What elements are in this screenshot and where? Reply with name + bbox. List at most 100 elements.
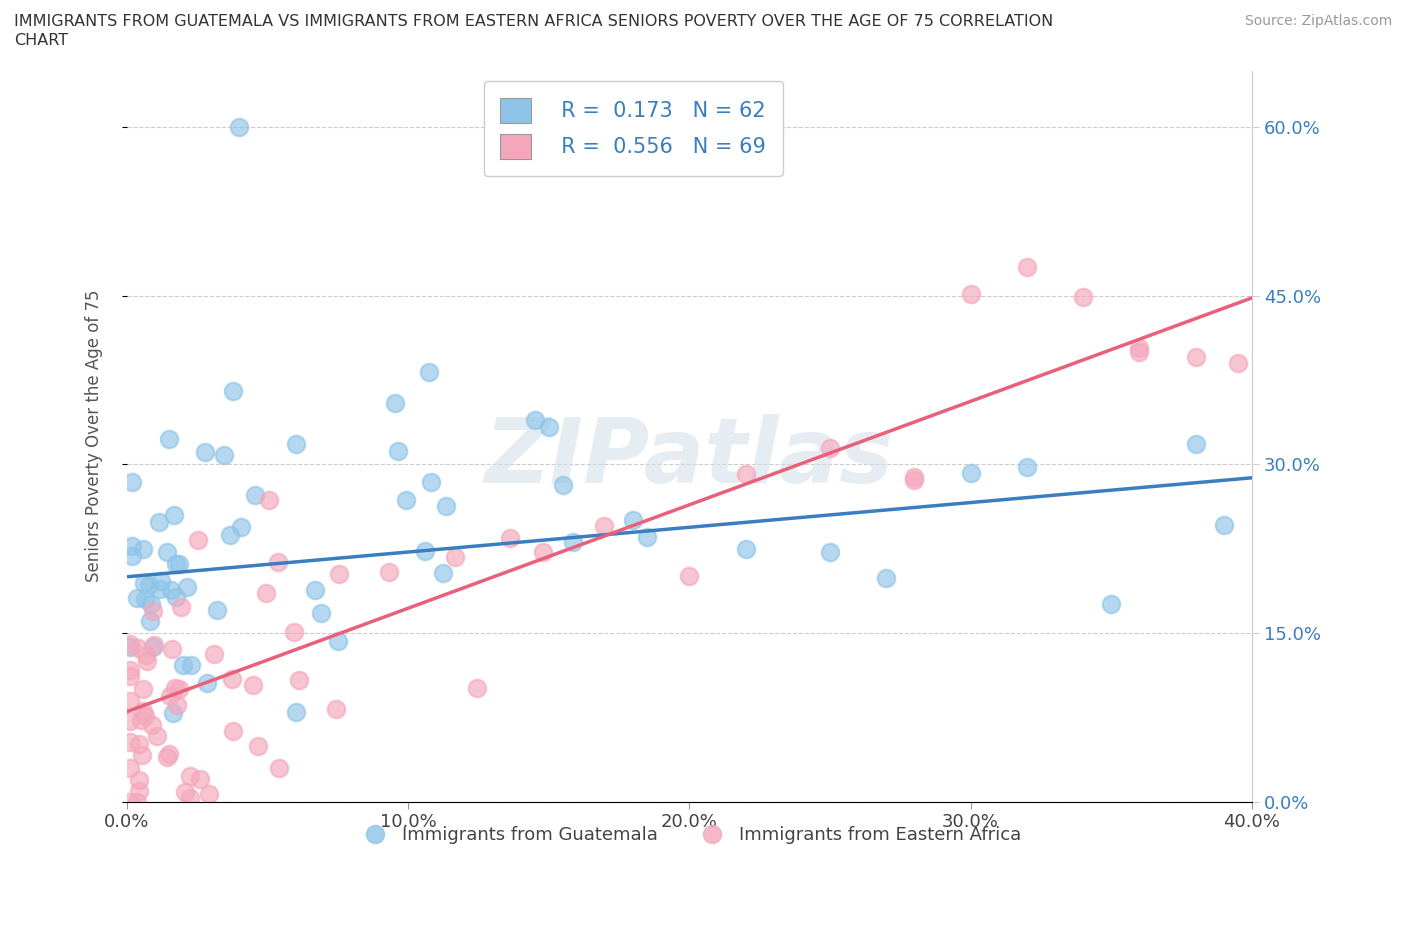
Point xyxy=(139,596,162,611)
Point xyxy=(434,498,457,513)
Point xyxy=(202,647,225,662)
Point xyxy=(132,682,155,697)
Point xyxy=(128,737,150,751)
Point xyxy=(1015,259,1038,274)
Point xyxy=(387,444,409,458)
Text: IMMIGRANTS FROM GUATEMALA VS IMMIGRANTS FROM EASTERN AFRICA SENIORS POVERTY OVER: IMMIGRANTS FROM GUATEMALA VS IMMIGRANTS … xyxy=(14,14,1053,29)
Point xyxy=(132,542,155,557)
Point xyxy=(134,591,156,606)
Point xyxy=(267,554,290,569)
Point xyxy=(418,365,440,379)
Point xyxy=(173,785,195,800)
Point xyxy=(118,713,141,728)
Point xyxy=(128,773,150,788)
Point xyxy=(157,747,180,762)
Point xyxy=(129,713,152,728)
Point xyxy=(593,518,616,533)
Point xyxy=(179,790,201,805)
Point xyxy=(257,492,280,507)
Point xyxy=(328,567,350,582)
Point xyxy=(621,512,644,527)
Point xyxy=(125,591,148,605)
Point xyxy=(326,633,349,648)
Point xyxy=(149,574,172,589)
Point xyxy=(222,383,245,398)
Point xyxy=(1212,518,1234,533)
Point xyxy=(163,507,186,522)
Point xyxy=(533,544,555,559)
Legend: Immigrants from Guatemala, Immigrants from Eastern Africa: Immigrants from Guatemala, Immigrants fr… xyxy=(350,818,1029,851)
Point xyxy=(959,287,981,302)
Point xyxy=(142,640,165,655)
Point xyxy=(242,677,264,692)
Point xyxy=(165,590,187,604)
Point xyxy=(128,784,150,799)
Point xyxy=(118,639,141,654)
Point xyxy=(170,600,193,615)
Point xyxy=(207,603,229,618)
Point xyxy=(155,750,177,764)
Point xyxy=(138,578,160,592)
Point xyxy=(221,671,243,686)
Point xyxy=(903,472,925,487)
Point xyxy=(218,527,240,542)
Point xyxy=(384,395,406,410)
Point xyxy=(1071,289,1094,304)
Point xyxy=(903,470,925,485)
Point xyxy=(304,583,326,598)
Point xyxy=(284,436,307,451)
Point xyxy=(180,658,202,672)
Point xyxy=(254,585,277,600)
Point xyxy=(120,669,142,684)
Point xyxy=(176,579,198,594)
Point xyxy=(198,787,221,802)
Text: CHART: CHART xyxy=(14,33,67,47)
Point xyxy=(734,466,756,481)
Point xyxy=(148,515,170,530)
Point xyxy=(118,694,141,709)
Point xyxy=(288,672,311,687)
Point xyxy=(432,565,454,580)
Point xyxy=(267,761,290,776)
Point xyxy=(1015,459,1038,474)
Point xyxy=(561,535,583,550)
Point xyxy=(165,557,187,572)
Point xyxy=(118,794,141,809)
Point xyxy=(149,581,172,596)
Point xyxy=(734,542,756,557)
Point xyxy=(134,709,156,724)
Point xyxy=(142,604,165,618)
Text: Source: ZipAtlas.com: Source: ZipAtlas.com xyxy=(1244,14,1392,28)
Point xyxy=(875,571,897,586)
Point xyxy=(172,658,194,672)
Point xyxy=(141,717,163,732)
Point xyxy=(214,447,236,462)
Point xyxy=(166,698,188,712)
Point xyxy=(118,662,141,677)
Point xyxy=(159,688,181,703)
Point xyxy=(222,724,245,738)
Point xyxy=(195,675,218,690)
Point xyxy=(636,529,658,544)
Point xyxy=(138,614,160,629)
Point xyxy=(283,625,305,640)
Point xyxy=(551,478,574,493)
Point xyxy=(157,432,180,446)
Point xyxy=(1128,344,1150,359)
Point xyxy=(524,413,547,428)
Point xyxy=(118,761,141,776)
Point xyxy=(1099,596,1122,611)
Point xyxy=(118,735,141,750)
Y-axis label: Seniors Poverty Over the Age of 75: Seniors Poverty Over the Age of 75 xyxy=(86,290,103,582)
Point xyxy=(121,475,143,490)
Point xyxy=(467,681,489,696)
Point xyxy=(284,705,307,720)
Point xyxy=(444,550,467,565)
Point xyxy=(162,705,184,720)
Point xyxy=(228,120,250,135)
Point xyxy=(231,520,253,535)
Point xyxy=(156,545,179,560)
Point xyxy=(160,582,183,597)
Point xyxy=(146,728,169,743)
Point xyxy=(537,420,560,435)
